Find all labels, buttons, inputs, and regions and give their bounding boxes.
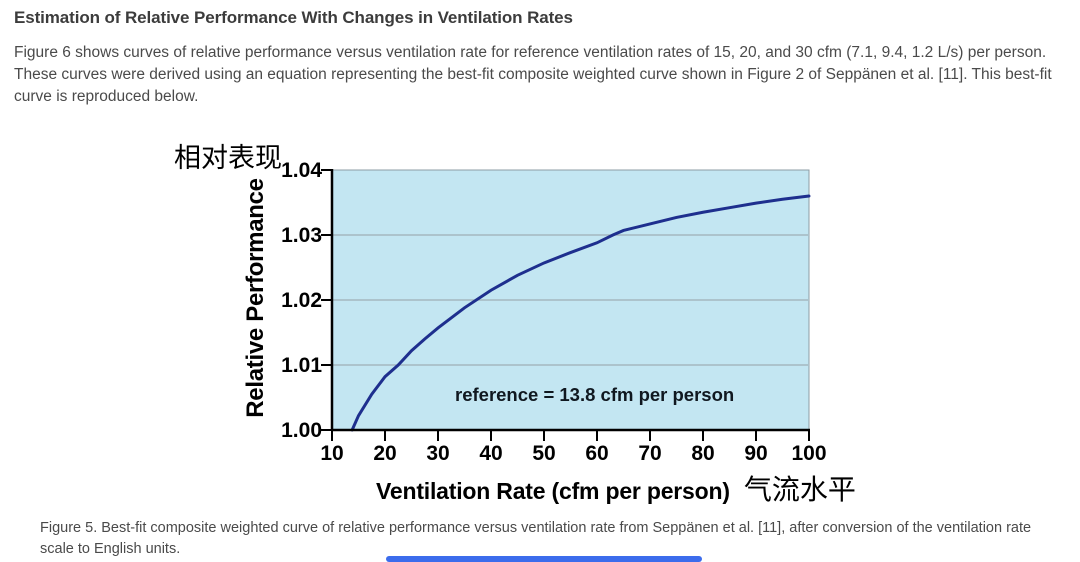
x-axis-title-row: Ventilation Rate (cfm per person) 气流水平 xyxy=(376,468,856,508)
x-tick-label: 100 xyxy=(791,442,827,465)
x-axis-title: Ventilation Rate (cfm per person) xyxy=(376,478,730,504)
y-tick-label: 1.00 xyxy=(281,419,322,442)
x-tick-label: 80 xyxy=(691,442,715,465)
x-tick-label: 30 xyxy=(426,442,450,465)
y-tick-label: 1.04 xyxy=(281,159,322,182)
y-tick-label: 1.03 xyxy=(281,224,322,247)
x-tick-label: 60 xyxy=(585,442,609,465)
x-tick-label: 10 xyxy=(320,442,344,465)
x-tick-label: 50 xyxy=(532,442,556,465)
section-heading: Estimation of Relative Performance With … xyxy=(14,8,573,27)
figure-caption: Figure 5. Best-fit composite weighted cu… xyxy=(40,520,1032,558)
x-tick-label: 40 xyxy=(479,442,503,465)
y-tick-label: 1.01 xyxy=(281,354,322,377)
x-tick-label: 90 xyxy=(744,442,768,465)
reference-annotation: reference = 13.8 cfm per person xyxy=(455,384,735,405)
horizontal-scrollbar-thumb[interactable] xyxy=(386,556,702,562)
body-paragraph: Figure 6 shows curves of relative perfor… xyxy=(14,44,1052,105)
y-tick-label: 1.02 xyxy=(281,289,322,312)
x-axis-label-chinese: 气流水平 xyxy=(743,473,856,506)
y-axis-label-chinese: 相对表现 xyxy=(174,143,282,174)
x-tick-label: 20 xyxy=(373,442,397,465)
x-tick-label: 70 xyxy=(638,442,662,465)
best-fit-curve xyxy=(350,194,811,432)
